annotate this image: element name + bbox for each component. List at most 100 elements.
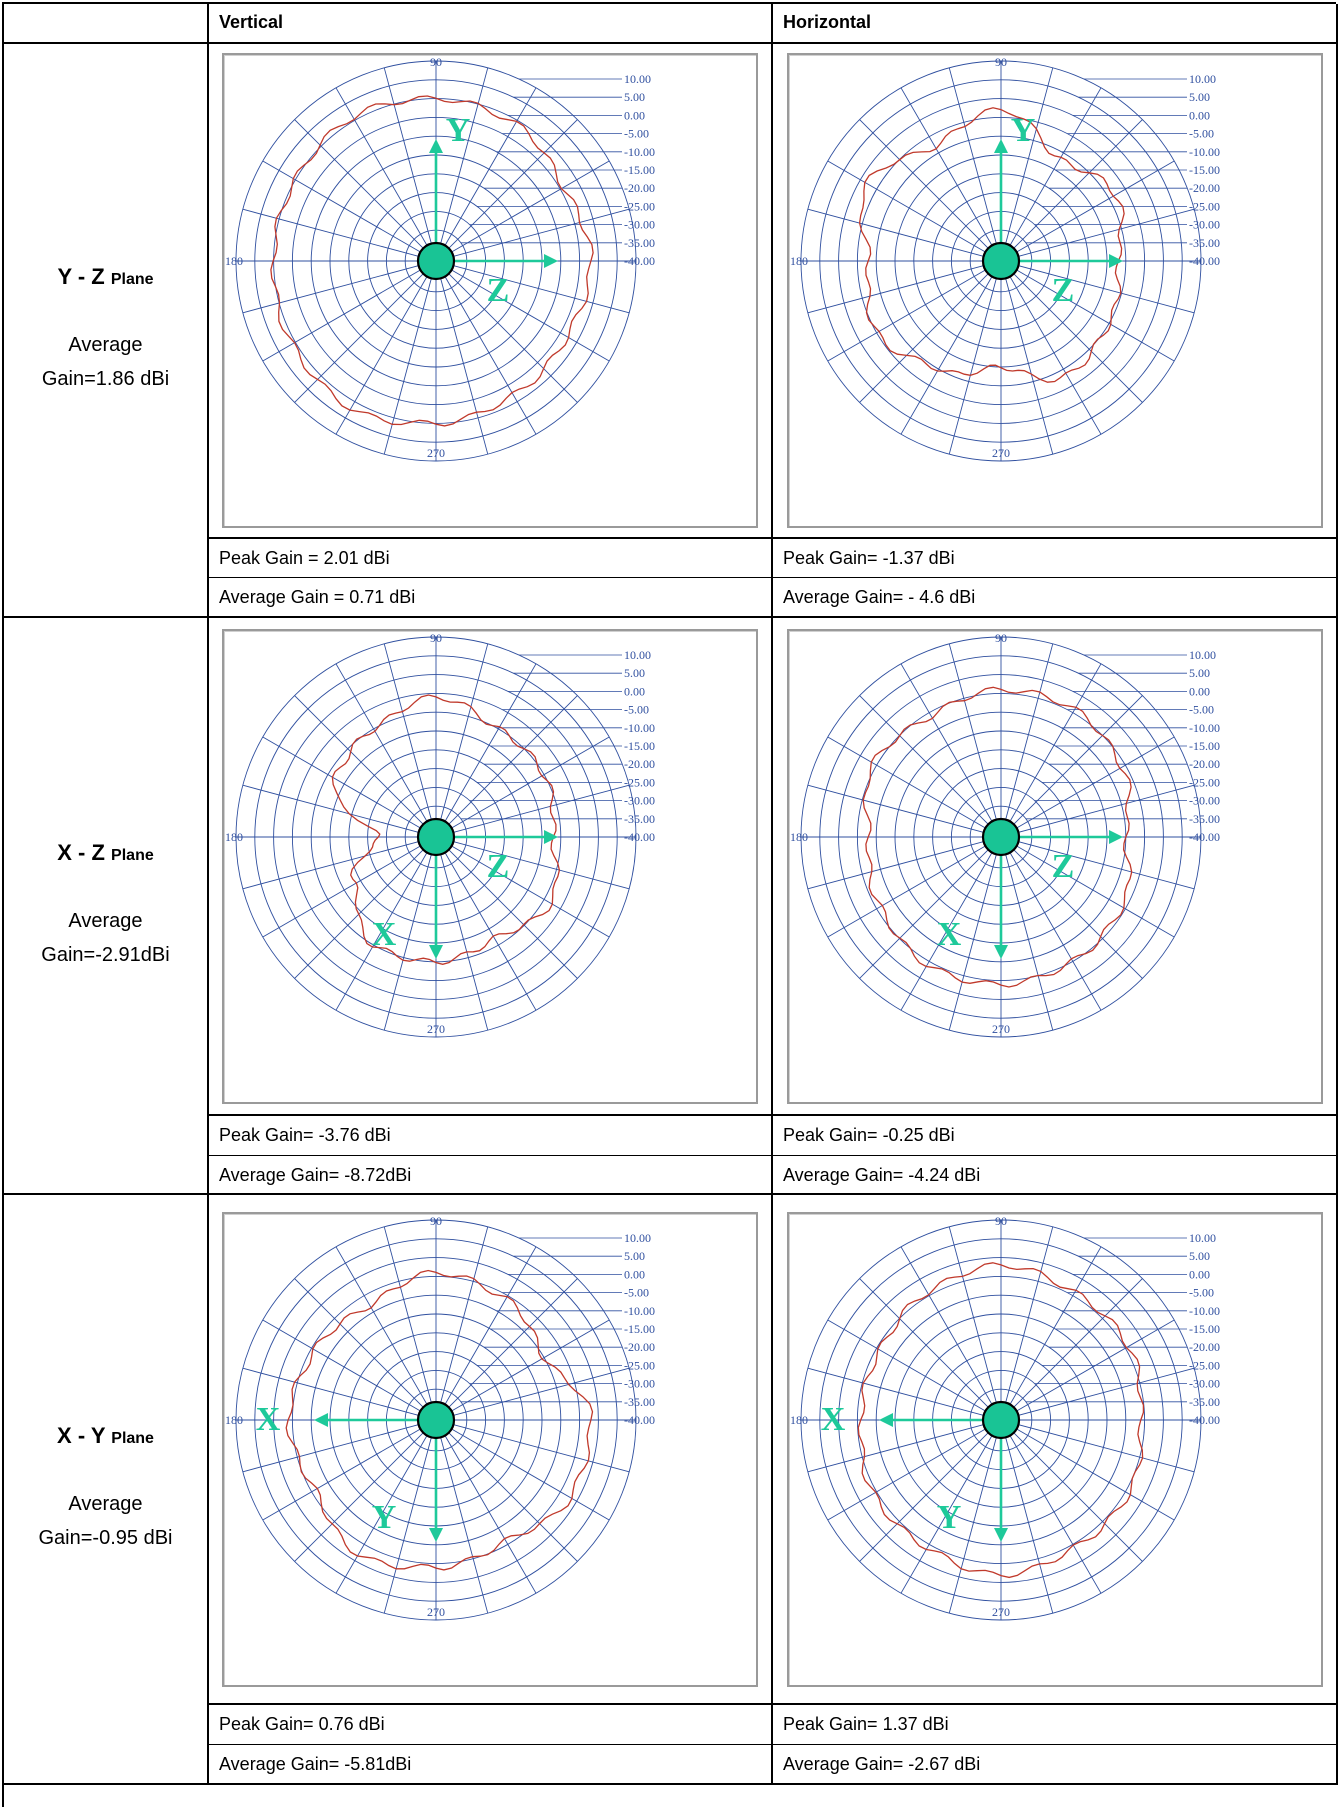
grid-spoke	[807, 839, 990, 889]
chart-cell-xz-vertical: 10.00 5.00 0.00 -5.00 -10.00 -15.00 -20.00 -25.…	[209, 618, 773, 1116]
angle-label-90: 90	[430, 1214, 442, 1228]
radial-tick-label: -5.00	[1189, 702, 1214, 716]
radial-tick-label: -35.00	[1189, 811, 1220, 825]
row-label-xy: X - Y Plane Average Gain=-0.95 dBi	[4, 1195, 209, 1785]
radial-tick-label: -25.00	[1189, 199, 1220, 213]
grid-spoke	[441, 663, 537, 827]
polar-chart-xy-horizontal: 10.00 5.00 0.00 -5.00 -10.00 -15.00 -20.00 -25.…	[790, 1214, 1220, 1620]
origin-marker	[416, 1400, 456, 1439]
axis-label: X	[256, 1401, 281, 1438]
radial-tick-label: -10.00	[1189, 720, 1220, 734]
axis-arrow-head	[314, 1412, 328, 1427]
axis-arrow-head	[993, 944, 1008, 959]
grid-spoke	[900, 87, 995, 251]
radial-tick-label: -15.00	[1189, 1322, 1220, 1336]
grid-spoke	[1006, 1429, 1101, 1593]
grid-spoke	[1010, 160, 1174, 256]
grid-spoke	[1008, 119, 1143, 253]
angle-label-180: 180	[790, 830, 808, 844]
radial-tick-label: 10.00	[1189, 1231, 1216, 1245]
radial-tick-label: -40.00	[1189, 254, 1220, 268]
grid-spoke	[383, 272, 434, 455]
radial-tick-label: -35.00	[624, 811, 655, 825]
plane-title: X - Z Plane	[57, 840, 153, 866]
angle-label-270: 270	[427, 446, 445, 460]
grid-spoke	[858, 694, 993, 829]
grid-spoke	[444, 1277, 578, 1412]
grid-spoke	[294, 1427, 428, 1562]
radial-tick-label: 5.00	[1189, 666, 1210, 680]
angle-label-90: 90	[995, 631, 1007, 645]
avg-gain-xz-vertical: Average Gain= -8.72dBi	[209, 1156, 773, 1195]
angle-label-90: 90	[430, 631, 442, 645]
grid-spoke	[441, 1429, 537, 1593]
chart-cell-xy-horizontal: 10.00 5.00 0.00 -5.00 -10.00 -15.00 -20.00 -25.…	[773, 1195, 1338, 1705]
grid-spoke	[948, 1430, 998, 1613]
pattern-trace	[270, 95, 594, 427]
grid-spoke	[827, 1425, 991, 1520]
radial-tick-label: 10.00	[1189, 72, 1216, 86]
grid-spoke	[242, 839, 425, 889]
grid-spoke	[827, 736, 991, 831]
grid-spoke	[827, 160, 991, 256]
radial-tick-label: -5.00	[624, 702, 649, 716]
grid-spoke	[383, 1430, 434, 1613]
angle-label-180: 180	[790, 1413, 808, 1427]
grid-spoke	[1006, 1246, 1101, 1410]
radial-tick-label: -5.00	[624, 1285, 649, 1299]
grid-spoke	[335, 1429, 431, 1593]
grid-spoke	[858, 119, 993, 253]
grid-spoke	[262, 1319, 426, 1414]
grid-spoke	[262, 736, 426, 831]
grid-spoke	[262, 160, 426, 256]
grid-spoke	[383, 67, 434, 250]
polar-plot-frame: 10.00 5.00 0.00 -5.00 -10.00 -15.00 -20.00 -25.…	[222, 1211, 758, 1687]
polar-chart-xy-vertical: 10.00 5.00 0.00 -5.00 -10.00 -15.00 -20.00 -25.…	[225, 1214, 655, 1620]
radial-tick-label: -30.00	[1189, 1376, 1220, 1390]
chart-cell-xz-horizontal: 10.00 5.00 0.00 -5.00 -10.00 -15.00 -20.00 -25.…	[773, 618, 1338, 1116]
grid-spoke	[1010, 1425, 1174, 1520]
grid-spoke	[294, 1277, 428, 1412]
grid-spoke	[262, 266, 426, 362]
grid-spoke	[807, 784, 990, 834]
grid-spoke	[242, 208, 425, 259]
grid-spoke	[1006, 846, 1101, 1010]
radial-tick-label: -40.00	[1189, 830, 1220, 844]
axis-label: Y	[936, 1499, 961, 1536]
axis-arrow-head	[1108, 829, 1123, 844]
radial-tick-label: 10.00	[1189, 648, 1216, 662]
radial-tick-label: 10.00	[624, 72, 651, 86]
grid-spoke	[1011, 784, 1194, 834]
grid-spoke	[807, 1367, 990, 1417]
grid-spoke	[447, 1367, 630, 1417]
axis-label: Z	[487, 272, 510, 309]
axis-arrow-head	[993, 139, 1008, 153]
grid-spoke	[438, 847, 489, 1030]
polar-chart-xz-horizontal: 10.00 5.00 0.00 -5.00 -10.00 -15.00 -20.00 -25.…	[790, 631, 1220, 1037]
grid-spoke	[900, 1429, 995, 1593]
grid-spoke	[900, 663, 995, 827]
header-horizontal: Horizontal	[773, 4, 1338, 44]
radial-tick-label: 0.00	[624, 1267, 645, 1281]
angle-label-270: 270	[992, 446, 1010, 460]
axis-label: X	[820, 1401, 845, 1438]
grid-spoke	[262, 842, 426, 937]
polar-plot-frame: 10.00 5.00 0.00 -5.00 -10.00 -15.00 -20.00 -25.…	[222, 628, 758, 1104]
grid-spoke	[900, 271, 995, 435]
angle-label-90: 90	[430, 55, 442, 69]
grid-spoke	[807, 263, 990, 314]
grid-spoke	[858, 269, 993, 403]
pattern-trace	[857, 1261, 1144, 1578]
pattern-trace	[331, 693, 561, 965]
grid-spoke	[446, 266, 610, 362]
chart-cell-yz-horizontal: 10.00 5.00 0.00 -5.00 -10.00 -15.00 -20.00 -25.…	[773, 44, 1338, 539]
radial-tick-label: -35.00	[1189, 1394, 1220, 1408]
grid-spoke	[242, 263, 425, 314]
radial-tick-label: -30.00	[1189, 218, 1220, 232]
grid-spoke	[1003, 1430, 1053, 1613]
polar-plot-frame: 10.00 5.00 0.00 -5.00 -10.00 -15.00 -20.00 -25.…	[786, 53, 1323, 528]
row-label-yz: Y - Z Plane Average Gain=1.86 dBi	[4, 44, 209, 618]
axis-label: Y	[372, 1499, 397, 1536]
radial-tick-label: -20.00	[1189, 181, 1220, 195]
radial-tick-label: 10.00	[624, 1231, 651, 1245]
